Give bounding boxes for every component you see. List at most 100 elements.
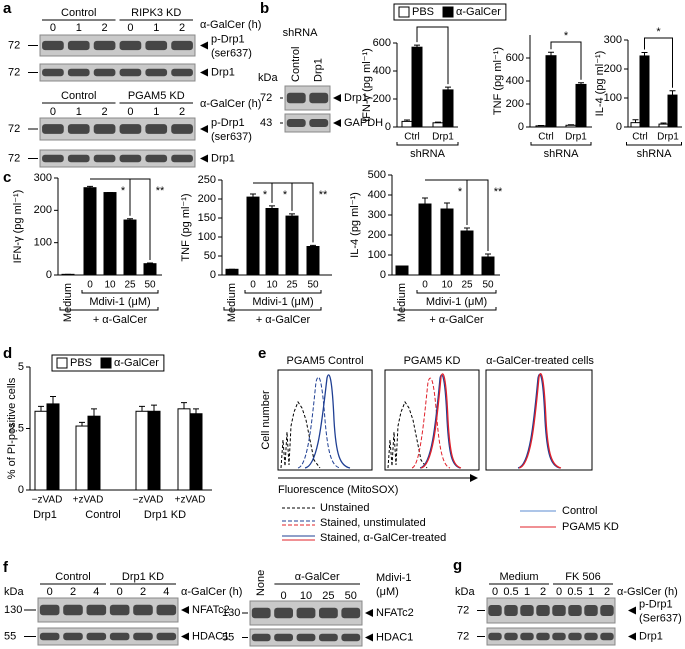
x-axis-label: shRNA (637, 148, 673, 160)
bar (246, 196, 260, 276)
blot-strip (39, 117, 196, 141)
legend-label: Stained, α-GalCer-treated (320, 532, 446, 544)
bar (123, 219, 137, 276)
bar (418, 203, 432, 276)
bar (639, 55, 650, 128)
x-tick-label: −zVAD (32, 495, 63, 506)
bar (135, 410, 149, 491)
bar (545, 55, 557, 128)
blot-band (171, 124, 193, 134)
blot-band (274, 607, 294, 619)
error-bar (181, 402, 187, 409)
error-bar (289, 213, 295, 217)
y-tick-label: 600 (506, 52, 524, 64)
blot-strip (284, 113, 331, 133)
x-tick-label: 50 (307, 280, 319, 291)
x-tick-label: 50 (144, 280, 156, 291)
lane-label: 0 (127, 22, 133, 34)
error-bar (641, 51, 648, 56)
panel-label: e (258, 345, 266, 362)
lane-label: 0 (556, 586, 562, 598)
blot-band (504, 605, 518, 616)
treatment-label: α-GalCer (h) (181, 586, 242, 598)
blot-band (171, 40, 193, 51)
blot-band (145, 124, 168, 134)
lane-label: 2 (102, 22, 108, 34)
blot-band (251, 607, 271, 619)
lane-label: 2 (102, 106, 108, 118)
lane-label: 4 (163, 586, 169, 598)
blot-band (67, 68, 90, 77)
lane-label: 0 (50, 22, 56, 34)
lane-label: None (255, 570, 267, 596)
error-bar (414, 44, 420, 48)
y-tick-label: 100 (368, 249, 386, 261)
band-arrow (181, 606, 189, 614)
significance-label: * (430, 15, 435, 27)
group-label: Control (61, 7, 96, 19)
band-arrow (628, 632, 636, 641)
band-name: p-Drp1 (639, 598, 673, 610)
x-bracket (223, 307, 322, 311)
x-bracket (59, 307, 159, 311)
y-tick-label: 150 (198, 212, 216, 224)
blot-band (552, 605, 566, 616)
error-bar (50, 396, 56, 404)
y-tick-label: 400 (373, 65, 391, 77)
significance-label: ** (156, 185, 165, 197)
y-axis-label: % of PI-positive cells (6, 377, 18, 479)
y-tick-label: 200 (198, 193, 216, 205)
blot-title: shRNA (283, 27, 319, 39)
blot-band (309, 119, 329, 127)
bar (83, 187, 97, 276)
blot-band (133, 604, 153, 616)
lane-label: 0.5 (503, 586, 518, 598)
histogram-curve (420, 373, 462, 469)
axis-arrow (470, 474, 478, 482)
x-bracket (396, 142, 459, 146)
y-tick-label: 300 (604, 34, 622, 46)
blot-band (536, 605, 550, 616)
blot-band (145, 154, 168, 163)
lane-label: 2 (179, 22, 185, 34)
lane-label: 1 (76, 106, 82, 118)
x-bracket (530, 142, 592, 146)
y-tick-label: 0 (46, 269, 52, 281)
blot-band (318, 633, 338, 642)
x-axis-label: shRNA (544, 148, 580, 160)
panel-label: g (453, 557, 462, 574)
x-tick-label: 10 (104, 280, 116, 291)
histogram-curve (411, 377, 451, 469)
band-arrow (200, 41, 208, 50)
group-label: Drp1 KD (122, 571, 164, 583)
bar (460, 230, 474, 276)
bar (440, 208, 454, 276)
bar (401, 120, 413, 128)
band-name: HDAC1 (192, 630, 229, 642)
blot-strip (39, 34, 196, 57)
group-label: Control (55, 571, 90, 583)
y-axis-label: IL-4 (pg ml⁻¹) (594, 51, 606, 117)
lane-label: Control (290, 47, 302, 82)
blot-band (42, 40, 64, 51)
x-axis-label: Mdivi-1 (μM) (252, 296, 313, 308)
error-bar (127, 218, 133, 221)
x-tick-label: 25 (124, 280, 136, 291)
x-tick-label: 10 (441, 280, 453, 291)
group-label: FK 506 (565, 571, 600, 583)
lane-label: 1 (153, 106, 159, 118)
bar (411, 46, 423, 128)
lane-label: 1 (153, 22, 159, 34)
lane-label: 1 (588, 586, 594, 598)
y-axis-label: IL-4 (pg ml⁻¹) (349, 192, 361, 258)
bar (658, 123, 669, 128)
x-tick-label: Drp1 (565, 132, 587, 143)
group-label: Medium (499, 571, 538, 583)
panel-label: b (260, 0, 269, 17)
significance-label: * (121, 185, 126, 197)
error-bar (435, 121, 441, 123)
treatment-unit: (μM) (376, 586, 399, 598)
y-tick-label: 0 (518, 121, 524, 133)
y-tick-label: 0 (18, 484, 24, 496)
